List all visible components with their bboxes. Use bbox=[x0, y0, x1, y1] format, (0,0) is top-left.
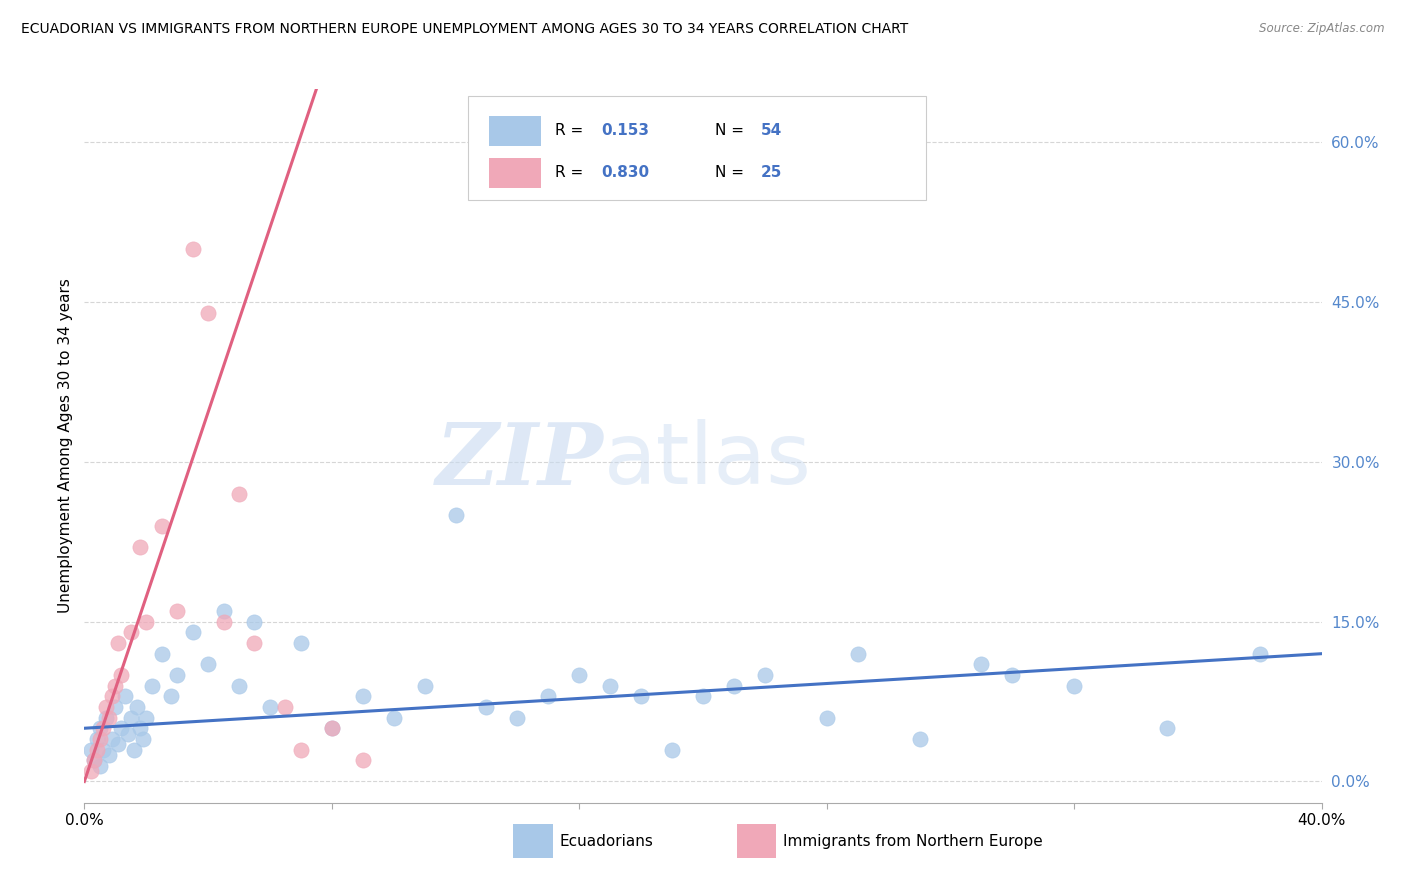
Point bbox=[661, 742, 683, 756]
Point bbox=[135, 710, 157, 724]
Point bbox=[815, 710, 838, 724]
Point bbox=[104, 700, 127, 714]
Point bbox=[444, 508, 467, 523]
Text: R =: R = bbox=[554, 165, 588, 179]
Point bbox=[129, 540, 152, 554]
Point bbox=[228, 487, 250, 501]
Point bbox=[754, 668, 776, 682]
Point bbox=[197, 657, 219, 672]
Point bbox=[212, 604, 235, 618]
Point bbox=[83, 753, 105, 767]
Point bbox=[181, 625, 204, 640]
Point bbox=[83, 753, 105, 767]
Point bbox=[94, 710, 117, 724]
Point bbox=[352, 753, 374, 767]
Point bbox=[228, 679, 250, 693]
Point bbox=[290, 742, 312, 756]
Point bbox=[89, 721, 111, 735]
Point bbox=[243, 615, 266, 629]
Text: atlas: atlas bbox=[605, 418, 813, 502]
Point bbox=[181, 242, 204, 256]
Point bbox=[846, 647, 869, 661]
Text: ZIP: ZIP bbox=[436, 418, 605, 502]
Point bbox=[110, 668, 132, 682]
Point bbox=[692, 690, 714, 704]
Point bbox=[110, 721, 132, 735]
Point bbox=[197, 306, 219, 320]
Point bbox=[89, 731, 111, 746]
Point bbox=[125, 700, 148, 714]
Text: ECUADORIAN VS IMMIGRANTS FROM NORTHERN EUROPE UNEMPLOYMENT AMONG AGES 30 TO 34 Y: ECUADORIAN VS IMMIGRANTS FROM NORTHERN E… bbox=[21, 22, 908, 37]
Text: 0.153: 0.153 bbox=[602, 123, 650, 138]
Point bbox=[91, 721, 114, 735]
Point bbox=[117, 726, 139, 740]
Point bbox=[86, 742, 108, 756]
Text: N =: N = bbox=[716, 165, 749, 179]
Text: 0.830: 0.830 bbox=[602, 165, 650, 179]
Text: 25: 25 bbox=[761, 165, 783, 179]
Point bbox=[129, 721, 152, 735]
Y-axis label: Unemployment Among Ages 30 to 34 years: Unemployment Among Ages 30 to 34 years bbox=[58, 278, 73, 614]
FancyBboxPatch shape bbox=[489, 117, 541, 146]
Point bbox=[101, 731, 124, 746]
Point bbox=[568, 668, 591, 682]
Point bbox=[321, 721, 343, 735]
Point bbox=[243, 636, 266, 650]
Point bbox=[382, 710, 405, 724]
Point bbox=[132, 731, 155, 746]
FancyBboxPatch shape bbox=[468, 96, 925, 200]
Point bbox=[98, 710, 121, 724]
Point bbox=[908, 731, 931, 746]
Point bbox=[274, 700, 297, 714]
Text: 54: 54 bbox=[761, 123, 782, 138]
Point bbox=[970, 657, 993, 672]
Point bbox=[212, 615, 235, 629]
Point bbox=[135, 615, 157, 629]
Point bbox=[120, 625, 142, 640]
Point bbox=[122, 742, 145, 756]
Text: N =: N = bbox=[716, 123, 749, 138]
Point bbox=[259, 700, 281, 714]
Point bbox=[413, 679, 436, 693]
Text: Source: ZipAtlas.com: Source: ZipAtlas.com bbox=[1260, 22, 1385, 36]
Point bbox=[79, 764, 101, 778]
Point bbox=[101, 690, 124, 704]
Point bbox=[94, 700, 117, 714]
Point bbox=[599, 679, 621, 693]
Point bbox=[475, 700, 498, 714]
FancyBboxPatch shape bbox=[489, 158, 541, 188]
Point bbox=[107, 636, 129, 650]
Point bbox=[104, 679, 127, 693]
Point bbox=[506, 710, 529, 724]
Point bbox=[79, 742, 101, 756]
Point bbox=[1063, 679, 1085, 693]
Point bbox=[89, 758, 111, 772]
Point bbox=[86, 731, 108, 746]
Point bbox=[120, 710, 142, 724]
Point bbox=[141, 679, 163, 693]
Point bbox=[290, 636, 312, 650]
Point bbox=[166, 668, 188, 682]
Point bbox=[1249, 647, 1271, 661]
Point bbox=[107, 737, 129, 751]
Point bbox=[352, 690, 374, 704]
Point bbox=[723, 679, 745, 693]
Text: Ecuadorians: Ecuadorians bbox=[560, 834, 654, 848]
Point bbox=[630, 690, 652, 704]
Point bbox=[150, 519, 173, 533]
Point bbox=[537, 690, 560, 704]
Point bbox=[114, 690, 136, 704]
Point bbox=[1156, 721, 1178, 735]
Point bbox=[1001, 668, 1024, 682]
Point bbox=[98, 747, 121, 762]
Point bbox=[166, 604, 188, 618]
Point bbox=[150, 647, 173, 661]
Point bbox=[160, 690, 183, 704]
Text: Immigrants from Northern Europe: Immigrants from Northern Europe bbox=[783, 834, 1043, 848]
Point bbox=[321, 721, 343, 735]
Text: R =: R = bbox=[554, 123, 588, 138]
Point bbox=[91, 742, 114, 756]
